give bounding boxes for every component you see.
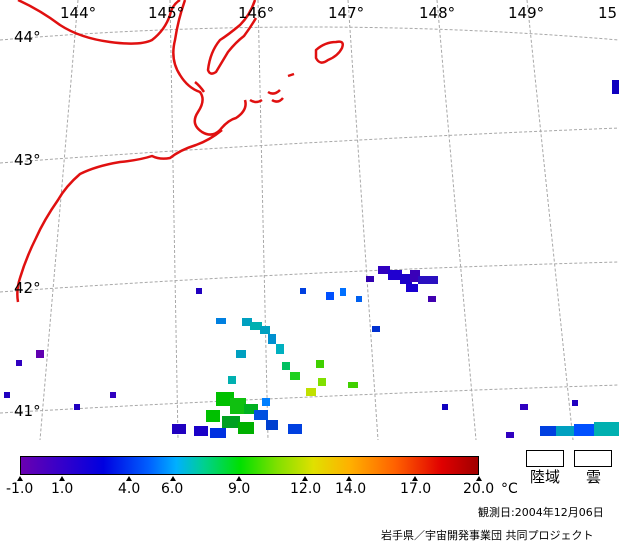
colorbar-tick-mark — [236, 476, 242, 481]
lon-label-149: 149° — [508, 4, 545, 22]
parallel-41 — [0, 384, 619, 414]
meridian-144 — [39, 0, 79, 440]
colorbar-tick-mark — [476, 476, 482, 481]
etorofu-coastline — [314, 40, 344, 64]
small-island — [287, 72, 295, 78]
colorbar-tick-label: 4.0 — [118, 481, 141, 497]
colorbar-tick-label: 17.0 — [400, 481, 432, 497]
lon-label-145: 145° — [148, 4, 185, 22]
cloud-legend-label: 雲 — [586, 468, 602, 486]
colorbar-tick-label: 12.0 — [290, 481, 322, 497]
coastline — [16, 0, 344, 303]
land-legend-swatch — [526, 450, 564, 467]
meridian-145 — [169, 0, 179, 440]
colorbar-tick-mark — [126, 476, 132, 481]
kunashiri-coastline — [194, 81, 206, 93]
sst-pixels — [4, 80, 619, 438]
colorbar-tick-label: 9.0 — [228, 481, 251, 497]
sst-map — [0, 0, 619, 440]
hokkaido-coastline — [16, 0, 247, 303]
meridian-149 — [526, 0, 574, 440]
colorbar-tick-mark — [59, 476, 65, 481]
lon-label-147: 147° — [328, 4, 365, 22]
lat-label-41: 41° — [14, 402, 41, 420]
meridian-146 — [257, 0, 269, 440]
lon-label-148: 148° — [419, 4, 456, 22]
colorbar-tick-mark — [302, 476, 308, 481]
temperature-colorbar — [20, 456, 479, 475]
colorbar-tick-label: 14.0 — [335, 481, 367, 497]
parallel-44 — [0, 26, 619, 41]
graticule — [0, 0, 619, 440]
colorbar-tick-label: -1.0 — [6, 481, 34, 497]
credit-text: 岩手県／宇宙開発事業団 共同プロジェクト — [381, 529, 594, 542]
colorbar-tick-mark — [346, 476, 352, 481]
colorbar-tick-label: 6.0 — [161, 481, 184, 497]
cloud-legend-swatch — [574, 450, 612, 467]
colorbar-unit: °C — [501, 481, 518, 497]
colorbar-tick-mark — [170, 476, 176, 481]
meridian-148 — [436, 0, 477, 440]
lat-label-44: 44° — [14, 28, 41, 46]
shiretoko-coastline — [206, 0, 258, 75]
lat-label-43: 43° — [14, 151, 41, 169]
lon-label-146: 146° — [238, 4, 275, 22]
lon-label-144: 144° — [60, 4, 97, 22]
parallel-43 — [0, 127, 619, 164]
habomai-islands — [249, 89, 284, 104]
lon-label-150: 15 — [598, 4, 618, 22]
parallel-42 — [0, 261, 619, 293]
land-legend-label: 陸域 — [530, 468, 561, 486]
colorbar-tick-label: 1.0 — [51, 481, 74, 497]
lat-label-42: 42° — [14, 279, 41, 297]
colorbar-tick-mark — [17, 476, 23, 481]
meridian-147 — [347, 0, 379, 440]
observation-date: 観測日:2004年12月06日 — [478, 506, 604, 519]
colorbar-tick-label: 20.0 — [463, 481, 495, 497]
colorbar-tick-mark — [412, 476, 418, 481]
